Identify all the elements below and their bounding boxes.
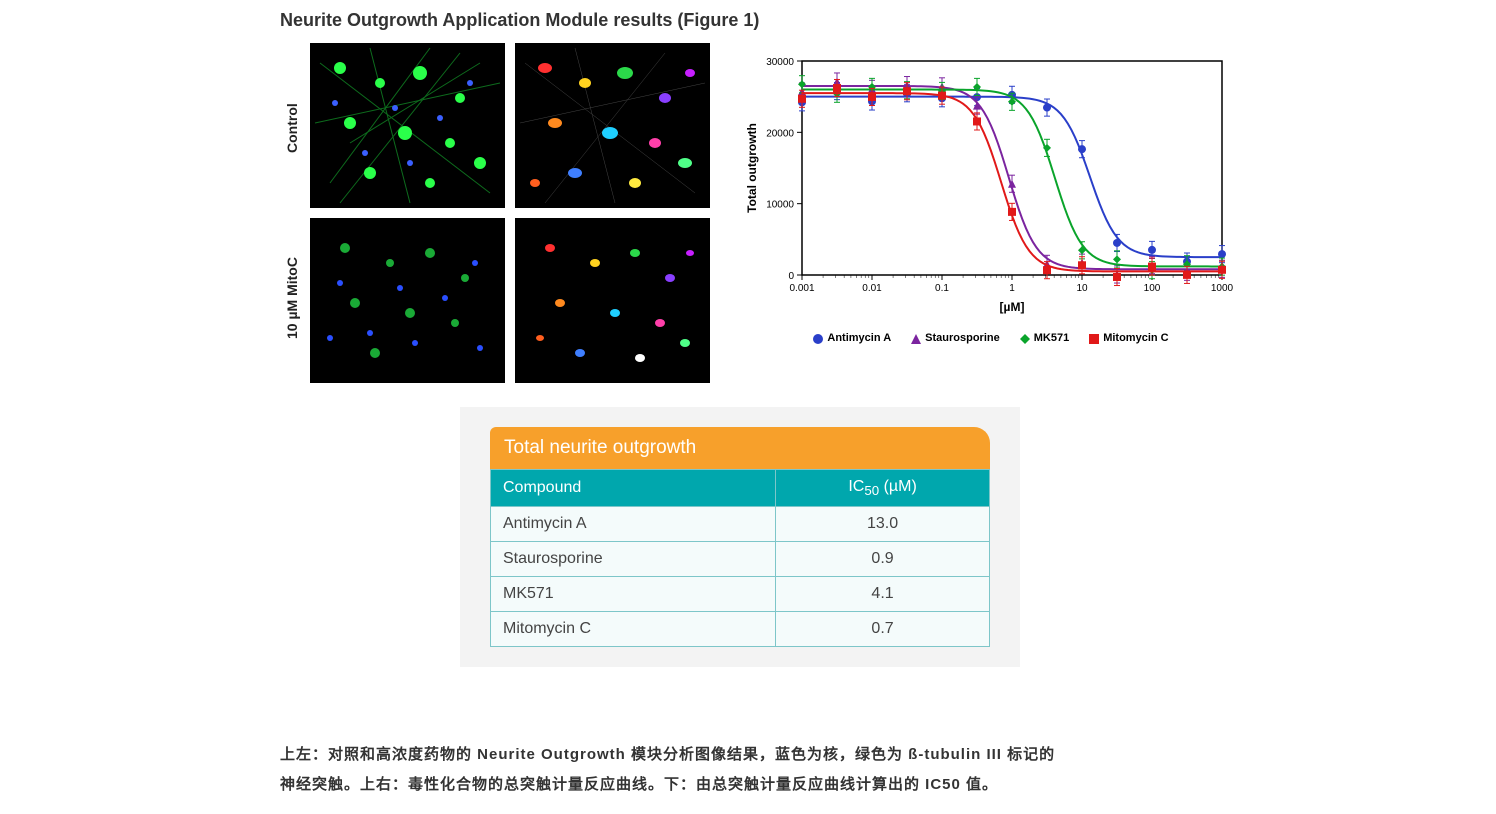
svg-text:0.1: 0.1 bbox=[935, 283, 949, 294]
table-row: Staurosporine0.9 bbox=[491, 542, 990, 577]
micrograph-mitoc-raw bbox=[310, 218, 505, 383]
row-label-mitoc: 10 µM MitoC bbox=[280, 216, 304, 381]
table-cell: 4.1 bbox=[776, 577, 990, 612]
svg-text:30000: 30000 bbox=[766, 57, 794, 68]
svg-text:100: 100 bbox=[1144, 283, 1161, 294]
legend-item: Staurosporine bbox=[909, 332, 1000, 344]
table-row: Mitomycin C0.7 bbox=[491, 612, 990, 647]
table-cell: 13.0 bbox=[776, 507, 990, 542]
svg-text:1000: 1000 bbox=[1211, 283, 1234, 294]
table-cell: MK571 bbox=[491, 577, 776, 612]
table-header: IC50 (µM) bbox=[776, 470, 990, 507]
ic50-table: CompoundIC50 (µM) Antimycin A13.0Stauros… bbox=[490, 469, 990, 647]
table-cell: Staurosporine bbox=[491, 542, 776, 577]
dose-response-chart: 0 10000 20000 30000 0.001 0.01 0.1 1 10 100 1000 [µ… bbox=[740, 43, 1240, 344]
legend-label: MK571 bbox=[1034, 332, 1069, 344]
svg-text:10000: 10000 bbox=[766, 200, 794, 211]
ic50-table-section: Total neurite outgrowth CompoundIC50 (µM… bbox=[460, 407, 1020, 667]
table-header: Compound bbox=[491, 470, 776, 507]
table-cell: Antimycin A bbox=[491, 507, 776, 542]
svg-text:0.001: 0.001 bbox=[789, 283, 814, 294]
legend-label: Antimycin A bbox=[827, 332, 891, 344]
figure-title: Neurite Outgrowth Application Module res… bbox=[280, 10, 1240, 31]
legend-item: Antimycin A bbox=[811, 332, 891, 344]
micrograph-block: Control 10 µM MitoC bbox=[280, 43, 710, 383]
caption-line2: 神经突触。上右：毒性化合物的总突触计量反应曲线。下：由总突触计量反应曲线计算出的… bbox=[280, 776, 998, 793]
table-title: Total neurite outgrowth bbox=[490, 427, 990, 469]
legend-label: Mitomycin C bbox=[1103, 332, 1168, 344]
row-label-control: Control bbox=[280, 46, 304, 211]
micrograph-grid bbox=[310, 43, 710, 383]
chart-legend: Antimycin A Staurosporine MK571 Mitomycin C bbox=[740, 332, 1240, 344]
svg-text:0: 0 bbox=[788, 271, 794, 282]
legend-item: MK571 bbox=[1018, 332, 1069, 344]
svg-text:20000: 20000 bbox=[766, 128, 794, 139]
legend-label: Staurosporine bbox=[925, 332, 1000, 344]
svg-text:[µM]: [µM] bbox=[1000, 300, 1025, 314]
svg-text:Total outgrowth: Total outgrowth bbox=[745, 123, 759, 213]
svg-text:1: 1 bbox=[1009, 283, 1015, 294]
table-cell: 0.9 bbox=[776, 542, 990, 577]
micrograph-mitoc-seg bbox=[515, 218, 710, 383]
caption-line1: 上左：对照和高浓度药物的 Neurite Outgrowth 模块分析图像结果，… bbox=[280, 746, 1055, 763]
table-row: MK5714.1 bbox=[491, 577, 990, 612]
table-cell: 0.7 bbox=[776, 612, 990, 647]
legend-item: Mitomycin C bbox=[1087, 332, 1168, 344]
svg-text:10: 10 bbox=[1076, 283, 1088, 294]
micrograph-control-seg bbox=[515, 43, 710, 208]
chart-svg: 0 10000 20000 30000 0.001 0.01 0.1 1 10 100 1000 [µ… bbox=[740, 43, 1240, 323]
figure-caption: 上左：对照和高浓度药物的 Neurite Outgrowth 模块分析图像结果，… bbox=[280, 740, 1240, 800]
table-row: Antimycin A13.0 bbox=[491, 507, 990, 542]
svg-text:0.01: 0.01 bbox=[862, 283, 882, 294]
table-cell: Mitomycin C bbox=[491, 612, 776, 647]
figure-panel: Neurite Outgrowth Application Module res… bbox=[280, 10, 1240, 667]
micrograph-control-raw bbox=[310, 43, 505, 208]
micrograph-row-labels: Control 10 µM MitoC bbox=[280, 43, 304, 383]
figure-top-row: Control 10 µM MitoC bbox=[280, 43, 1240, 383]
